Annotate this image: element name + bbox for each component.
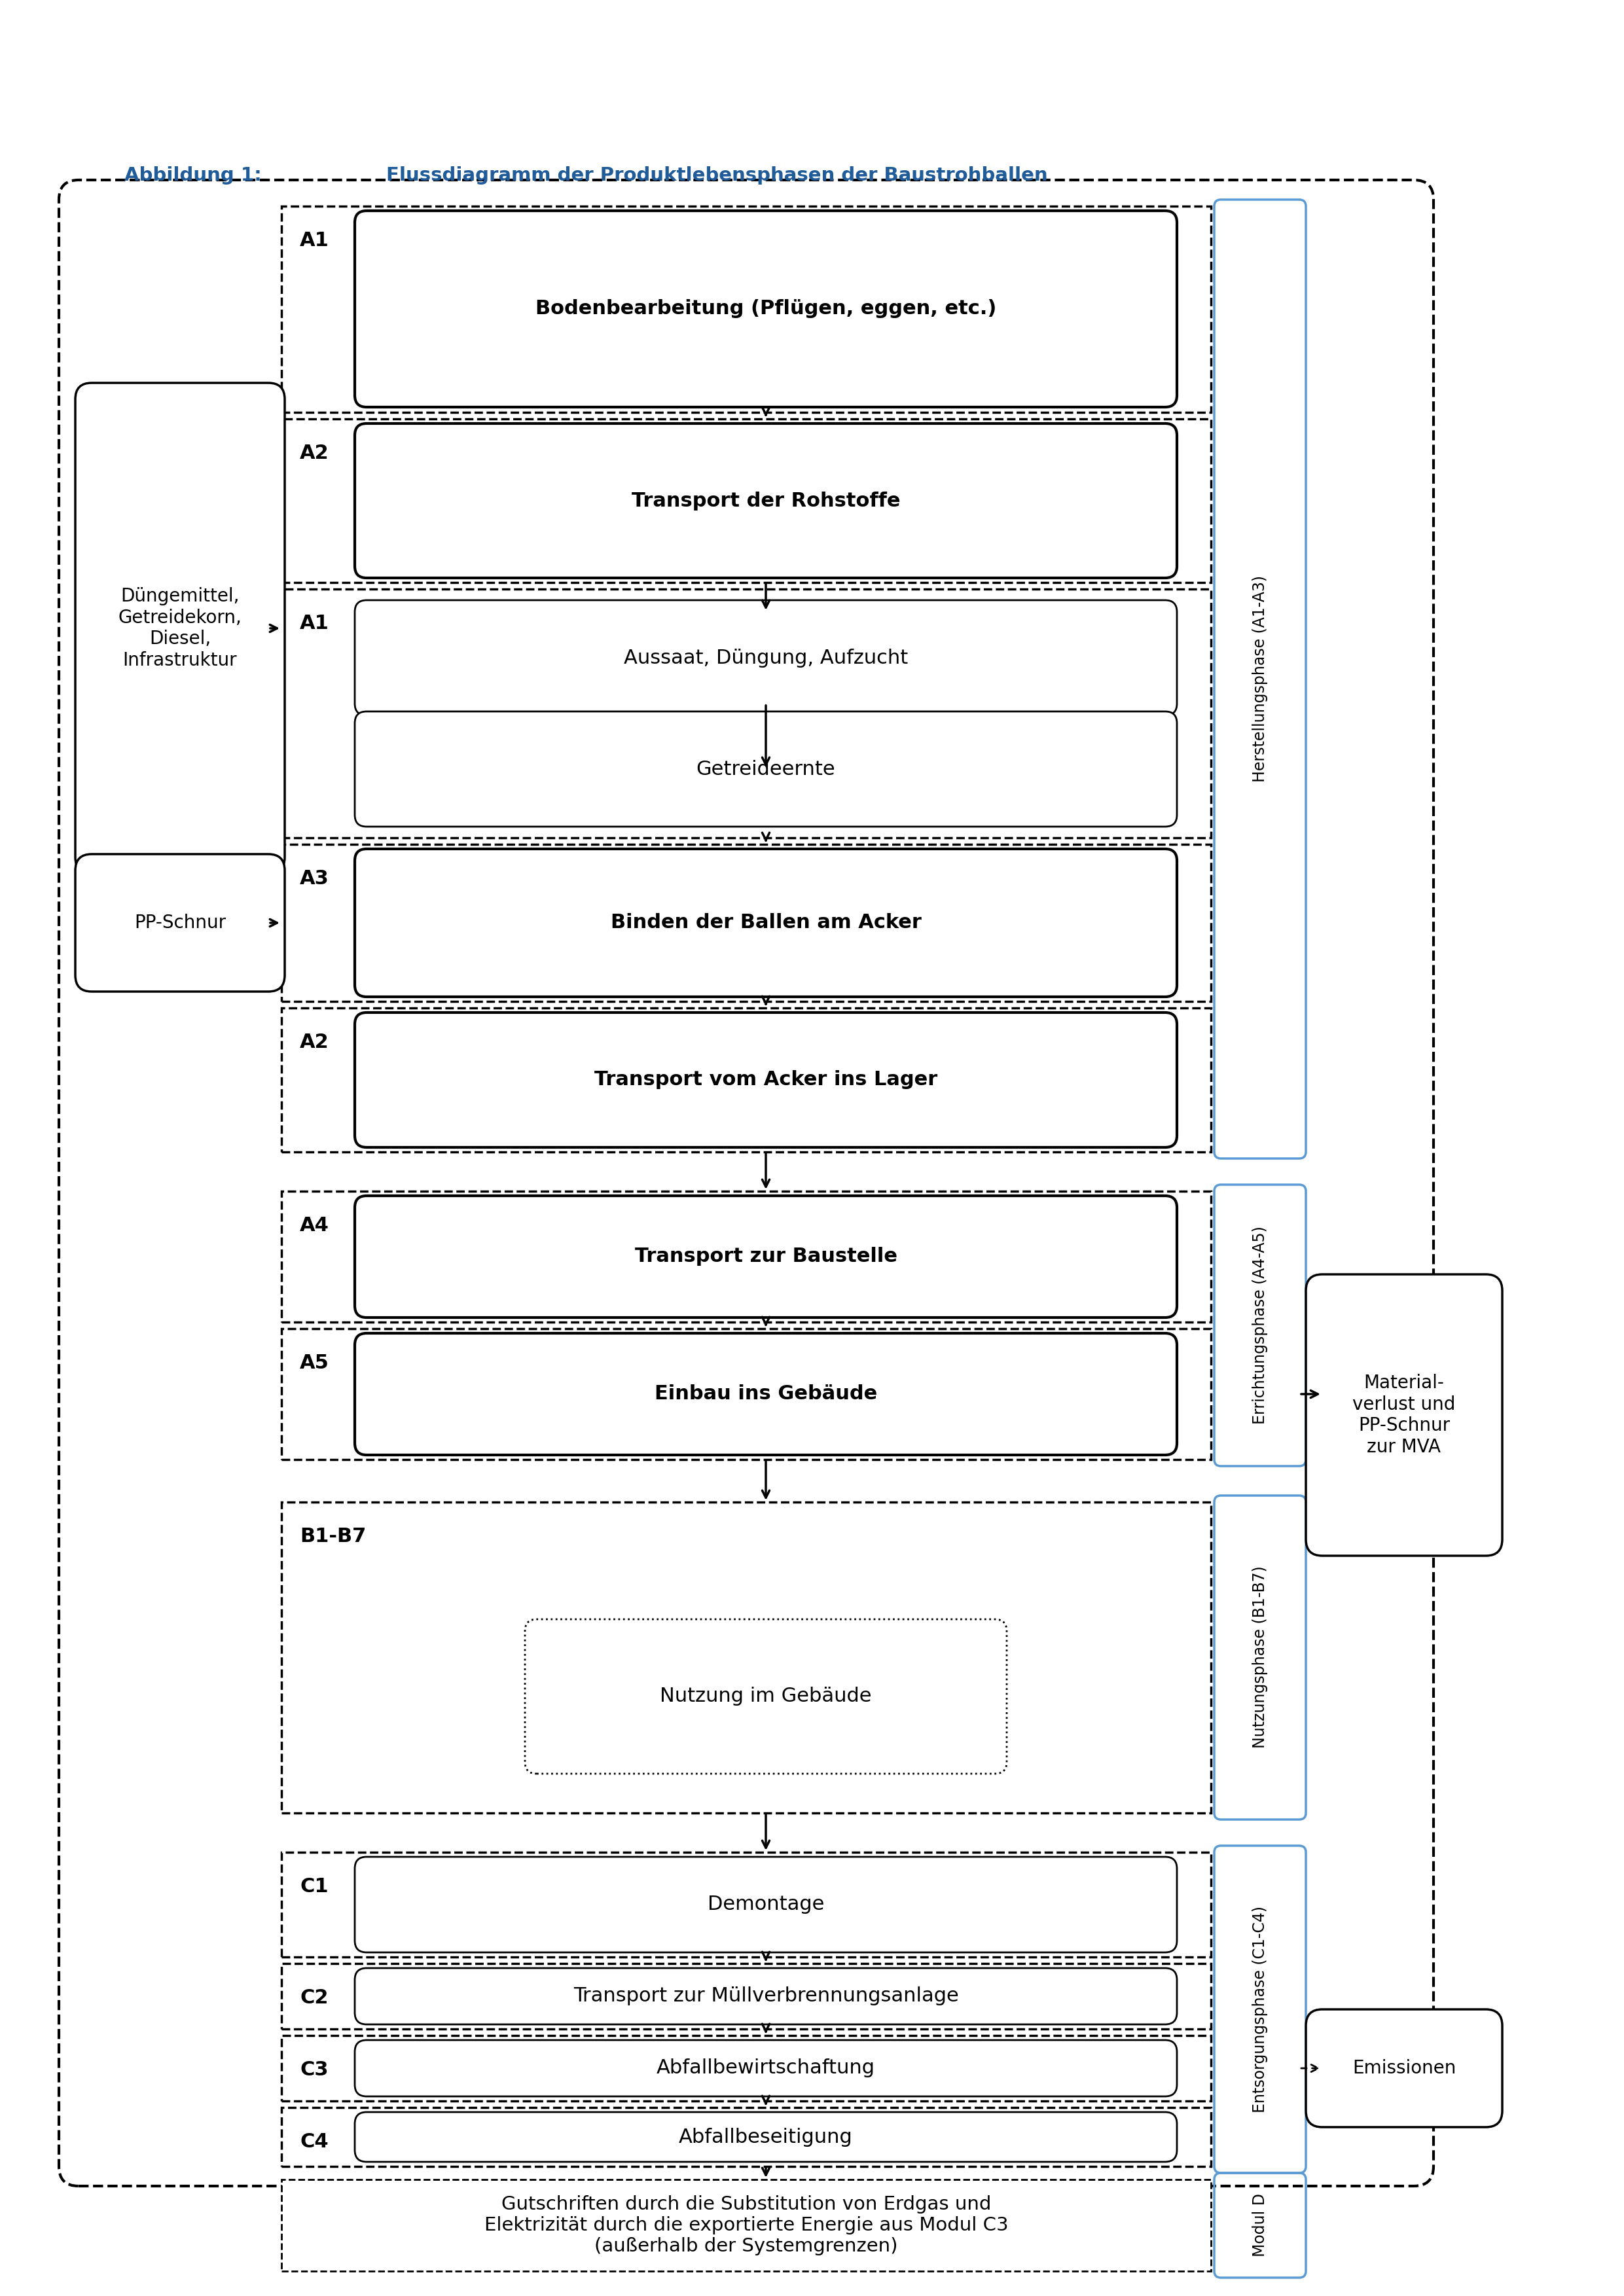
FancyBboxPatch shape (354, 1857, 1177, 1952)
Text: Abfallbeseitigung: Abfallbeseitigung (679, 2128, 853, 2147)
Text: Demontage: Demontage (708, 1894, 825, 1915)
Text: Binden der Ballen am Acker: Binden der Ballen am Acker (611, 914, 921, 932)
Text: Abfallbewirtschaftung: Abfallbewirtschaftung (656, 2060, 875, 2078)
Text: Nutzungsphase (B1-B7): Nutzungsphase (B1-B7) (1252, 1566, 1268, 1750)
Text: C4: C4 (300, 2133, 328, 2151)
Text: A2: A2 (300, 1033, 330, 1052)
FancyBboxPatch shape (281, 2179, 1212, 2271)
FancyBboxPatch shape (1306, 2009, 1502, 2126)
Text: Material-
verlust und
PP-Schnur
zur MVA: Material- verlust und PP-Schnur zur MVA (1353, 1373, 1455, 1456)
Text: C1: C1 (300, 1878, 328, 1896)
Text: A5: A5 (300, 1355, 330, 1373)
Text: A4: A4 (300, 1217, 330, 1235)
Text: Transport zur Müllverbrennungsanlage: Transport zur Müllverbrennungsanlage (573, 1986, 958, 2007)
Text: Flussdiagramm der Produktlebensphasen der Baustrohballen: Flussdiagramm der Produktlebensphasen de… (387, 165, 1047, 184)
Text: A1: A1 (300, 232, 330, 250)
FancyBboxPatch shape (354, 850, 1177, 996)
Text: Transport vom Acker ins Lager: Transport vom Acker ins Lager (594, 1070, 937, 1088)
FancyBboxPatch shape (354, 211, 1177, 406)
Text: B1-B7: B1-B7 (300, 1527, 365, 1545)
Text: Bodenbearbeitung (Pflügen, eggen, etc.): Bodenbearbeitung (Pflügen, eggen, etc.) (536, 298, 997, 319)
Text: PP-Schnur: PP-Schnur (135, 914, 226, 932)
Text: Einbau ins Gebäude: Einbau ins Gebäude (654, 1384, 877, 1403)
FancyBboxPatch shape (354, 1334, 1177, 1456)
FancyBboxPatch shape (75, 383, 284, 875)
Text: Getreideernte: Getreideernte (697, 760, 835, 778)
Text: Entsorgungsphase (C1-C4): Entsorgungsphase (C1-C4) (1252, 1906, 1268, 2112)
FancyBboxPatch shape (354, 712, 1177, 827)
FancyBboxPatch shape (1306, 1274, 1502, 1557)
Text: C2: C2 (300, 1988, 328, 2007)
Text: A3: A3 (300, 870, 330, 889)
FancyBboxPatch shape (354, 1013, 1177, 1148)
Text: A1: A1 (300, 613, 330, 634)
FancyBboxPatch shape (354, 2112, 1177, 2163)
Text: Abbildung 1:: Abbildung 1: (125, 165, 261, 184)
FancyBboxPatch shape (354, 1968, 1177, 2025)
FancyBboxPatch shape (354, 599, 1177, 716)
FancyBboxPatch shape (354, 2041, 1177, 2096)
FancyBboxPatch shape (525, 1619, 1007, 1775)
Text: Errichtungsphase (A4-A5): Errichtungsphase (A4-A5) (1252, 1226, 1268, 1424)
FancyBboxPatch shape (354, 1196, 1177, 1318)
Text: Gutschriften durch die Substitution von Erdgas und
Elektrizität durch die export: Gutschriften durch die Substitution von … (484, 2195, 1009, 2255)
Text: A2: A2 (300, 443, 330, 464)
Text: Emissionen: Emissionen (1353, 2060, 1455, 2078)
FancyBboxPatch shape (354, 422, 1177, 579)
Text: C3: C3 (300, 2060, 328, 2080)
Text: Modul D: Modul D (1252, 2193, 1268, 2257)
Text: Nutzung im Gebäude: Nutzung im Gebäude (659, 1688, 872, 1706)
Text: Transport zur Baustelle: Transport zur Baustelle (635, 1247, 896, 1265)
Text: Aussaat, Düngung, Aufzucht: Aussaat, Düngung, Aufzucht (624, 647, 908, 668)
Text: Düngemittel,
Getreidekorn,
Diesel,
Infrastruktur: Düngemittel, Getreidekorn, Diesel, Infra… (119, 588, 242, 670)
Text: Herstellungsphase (A1-A3): Herstellungsphase (A1-A3) (1252, 576, 1268, 783)
FancyBboxPatch shape (75, 854, 284, 992)
Text: Transport der Rohstoffe: Transport der Rohstoffe (632, 491, 900, 510)
